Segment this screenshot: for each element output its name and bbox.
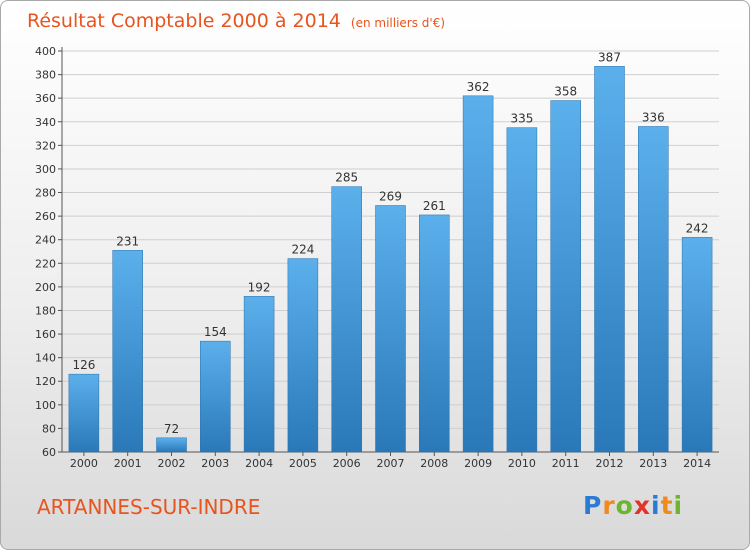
x-tick-label: 2010 (508, 457, 536, 470)
bar-value-label: 154 (204, 325, 227, 339)
bar (638, 126, 669, 453)
logo-letter: o (615, 491, 634, 520)
y-tick-label: 320 (35, 139, 56, 152)
bar (375, 205, 406, 453)
bar-value-label: 362 (467, 80, 490, 94)
bar (156, 437, 187, 453)
bar (243, 296, 275, 453)
y-tick-label: 80 (42, 422, 56, 435)
y-tick-label: 140 (35, 352, 56, 365)
y-tick-label: 360 (35, 92, 56, 105)
proxiti-logo: Proxiti (583, 491, 683, 520)
x-tick-label: 2002 (158, 457, 186, 470)
bar-value-label: 192 (248, 280, 271, 294)
bar-value-label: 358 (554, 85, 577, 99)
x-tick-label: 2003 (201, 457, 229, 470)
logo-letter: P (583, 491, 603, 520)
bar (68, 373, 100, 453)
bar-value-label: 72 (164, 422, 179, 436)
bar-value-label: 387 (598, 50, 621, 64)
bar (200, 340, 231, 453)
bar-value-label: 261 (423, 199, 446, 213)
bar (506, 127, 538, 453)
bar-value-label: 242 (686, 221, 709, 235)
x-tick-label: 2007 (377, 457, 405, 470)
x-tick-label: 2009 (464, 457, 492, 470)
bar-value-label: 335 (510, 112, 533, 126)
chart-title-text: Résultat Comptable 2000 à 2014 (27, 10, 341, 32)
y-tick-label: 100 (35, 399, 56, 412)
chart-title: Résultat Comptable 2000 à 2014 (en millie… (27, 7, 445, 35)
y-tick-label: 120 (35, 375, 56, 388)
bar (681, 237, 713, 453)
bar (331, 186, 362, 453)
x-tick-label: 2000 (70, 457, 98, 470)
bar (594, 66, 625, 453)
logo-letter: x (633, 491, 651, 520)
bar-value-label: 231 (116, 234, 139, 248)
bar-value-label: 336 (642, 110, 665, 124)
chart-subtitle: (en milliers d'€) (350, 16, 446, 30)
y-tick-label: 180 (35, 304, 56, 317)
x-tick-label: 2011 (552, 457, 580, 470)
logo-letter: t (660, 491, 674, 520)
logo-letter: i (673, 491, 684, 520)
y-tick-label: 220 (35, 257, 56, 270)
bar-value-label: 285 (335, 171, 358, 185)
axes: 60 80 100 120 140 160 180 200 220 240 260 280 300 320… (35, 45, 719, 470)
x-tick-label: 2012 (596, 457, 624, 470)
bar-value-label: 126 (72, 358, 95, 372)
logo-letter: i (651, 491, 661, 520)
x-tick-label: 2004 (245, 457, 273, 470)
y-tick-label: 280 (35, 187, 56, 200)
bar-value-label: 224 (291, 243, 314, 257)
x-tick-label: 2006 (333, 457, 361, 470)
bar-value-label: 269 (379, 190, 402, 204)
logo-letter: r (602, 491, 616, 520)
y-tick-label: 60 (42, 446, 56, 459)
y-tick-label: 300 (35, 163, 56, 176)
bar (287, 258, 319, 453)
y-tick-label: 260 (35, 210, 56, 223)
y-tick-label: 380 (35, 69, 56, 82)
y-tick-label: 400 (35, 45, 56, 58)
bar (550, 100, 581, 453)
bar (112, 250, 143, 453)
x-tick-label: 2013 (639, 457, 667, 470)
x-tick-label: 2008 (420, 457, 448, 470)
y-tick-label: 200 (35, 281, 56, 294)
value-labels: 126 231 72 154 192 224 285 269 261 362 335 358 387 33… (72, 50, 708, 436)
x-tick-label: 2001 (114, 457, 142, 470)
bar (462, 95, 494, 453)
y-tick-label: 160 (35, 328, 56, 341)
y-tick-label: 340 (35, 116, 56, 129)
city-name: ARTANNES-SUR-INDRE (37, 495, 261, 519)
y-tick-label: 240 (35, 234, 56, 247)
x-tick-label: 2014 (683, 457, 711, 470)
x-tick-label: 2005 (289, 457, 317, 470)
bar (419, 214, 450, 453)
bars (68, 66, 713, 453)
